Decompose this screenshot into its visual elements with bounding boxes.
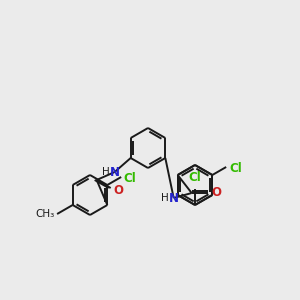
Text: N: N xyxy=(110,166,120,178)
Text: O: O xyxy=(212,187,222,200)
Text: H: H xyxy=(161,193,169,203)
Text: O: O xyxy=(114,184,124,197)
Text: Cl: Cl xyxy=(123,172,136,185)
Text: CH₃: CH₃ xyxy=(36,209,55,219)
Text: N: N xyxy=(169,191,179,205)
Text: Cl: Cl xyxy=(189,171,201,184)
Text: H: H xyxy=(102,167,110,177)
Text: Cl: Cl xyxy=(229,163,242,176)
